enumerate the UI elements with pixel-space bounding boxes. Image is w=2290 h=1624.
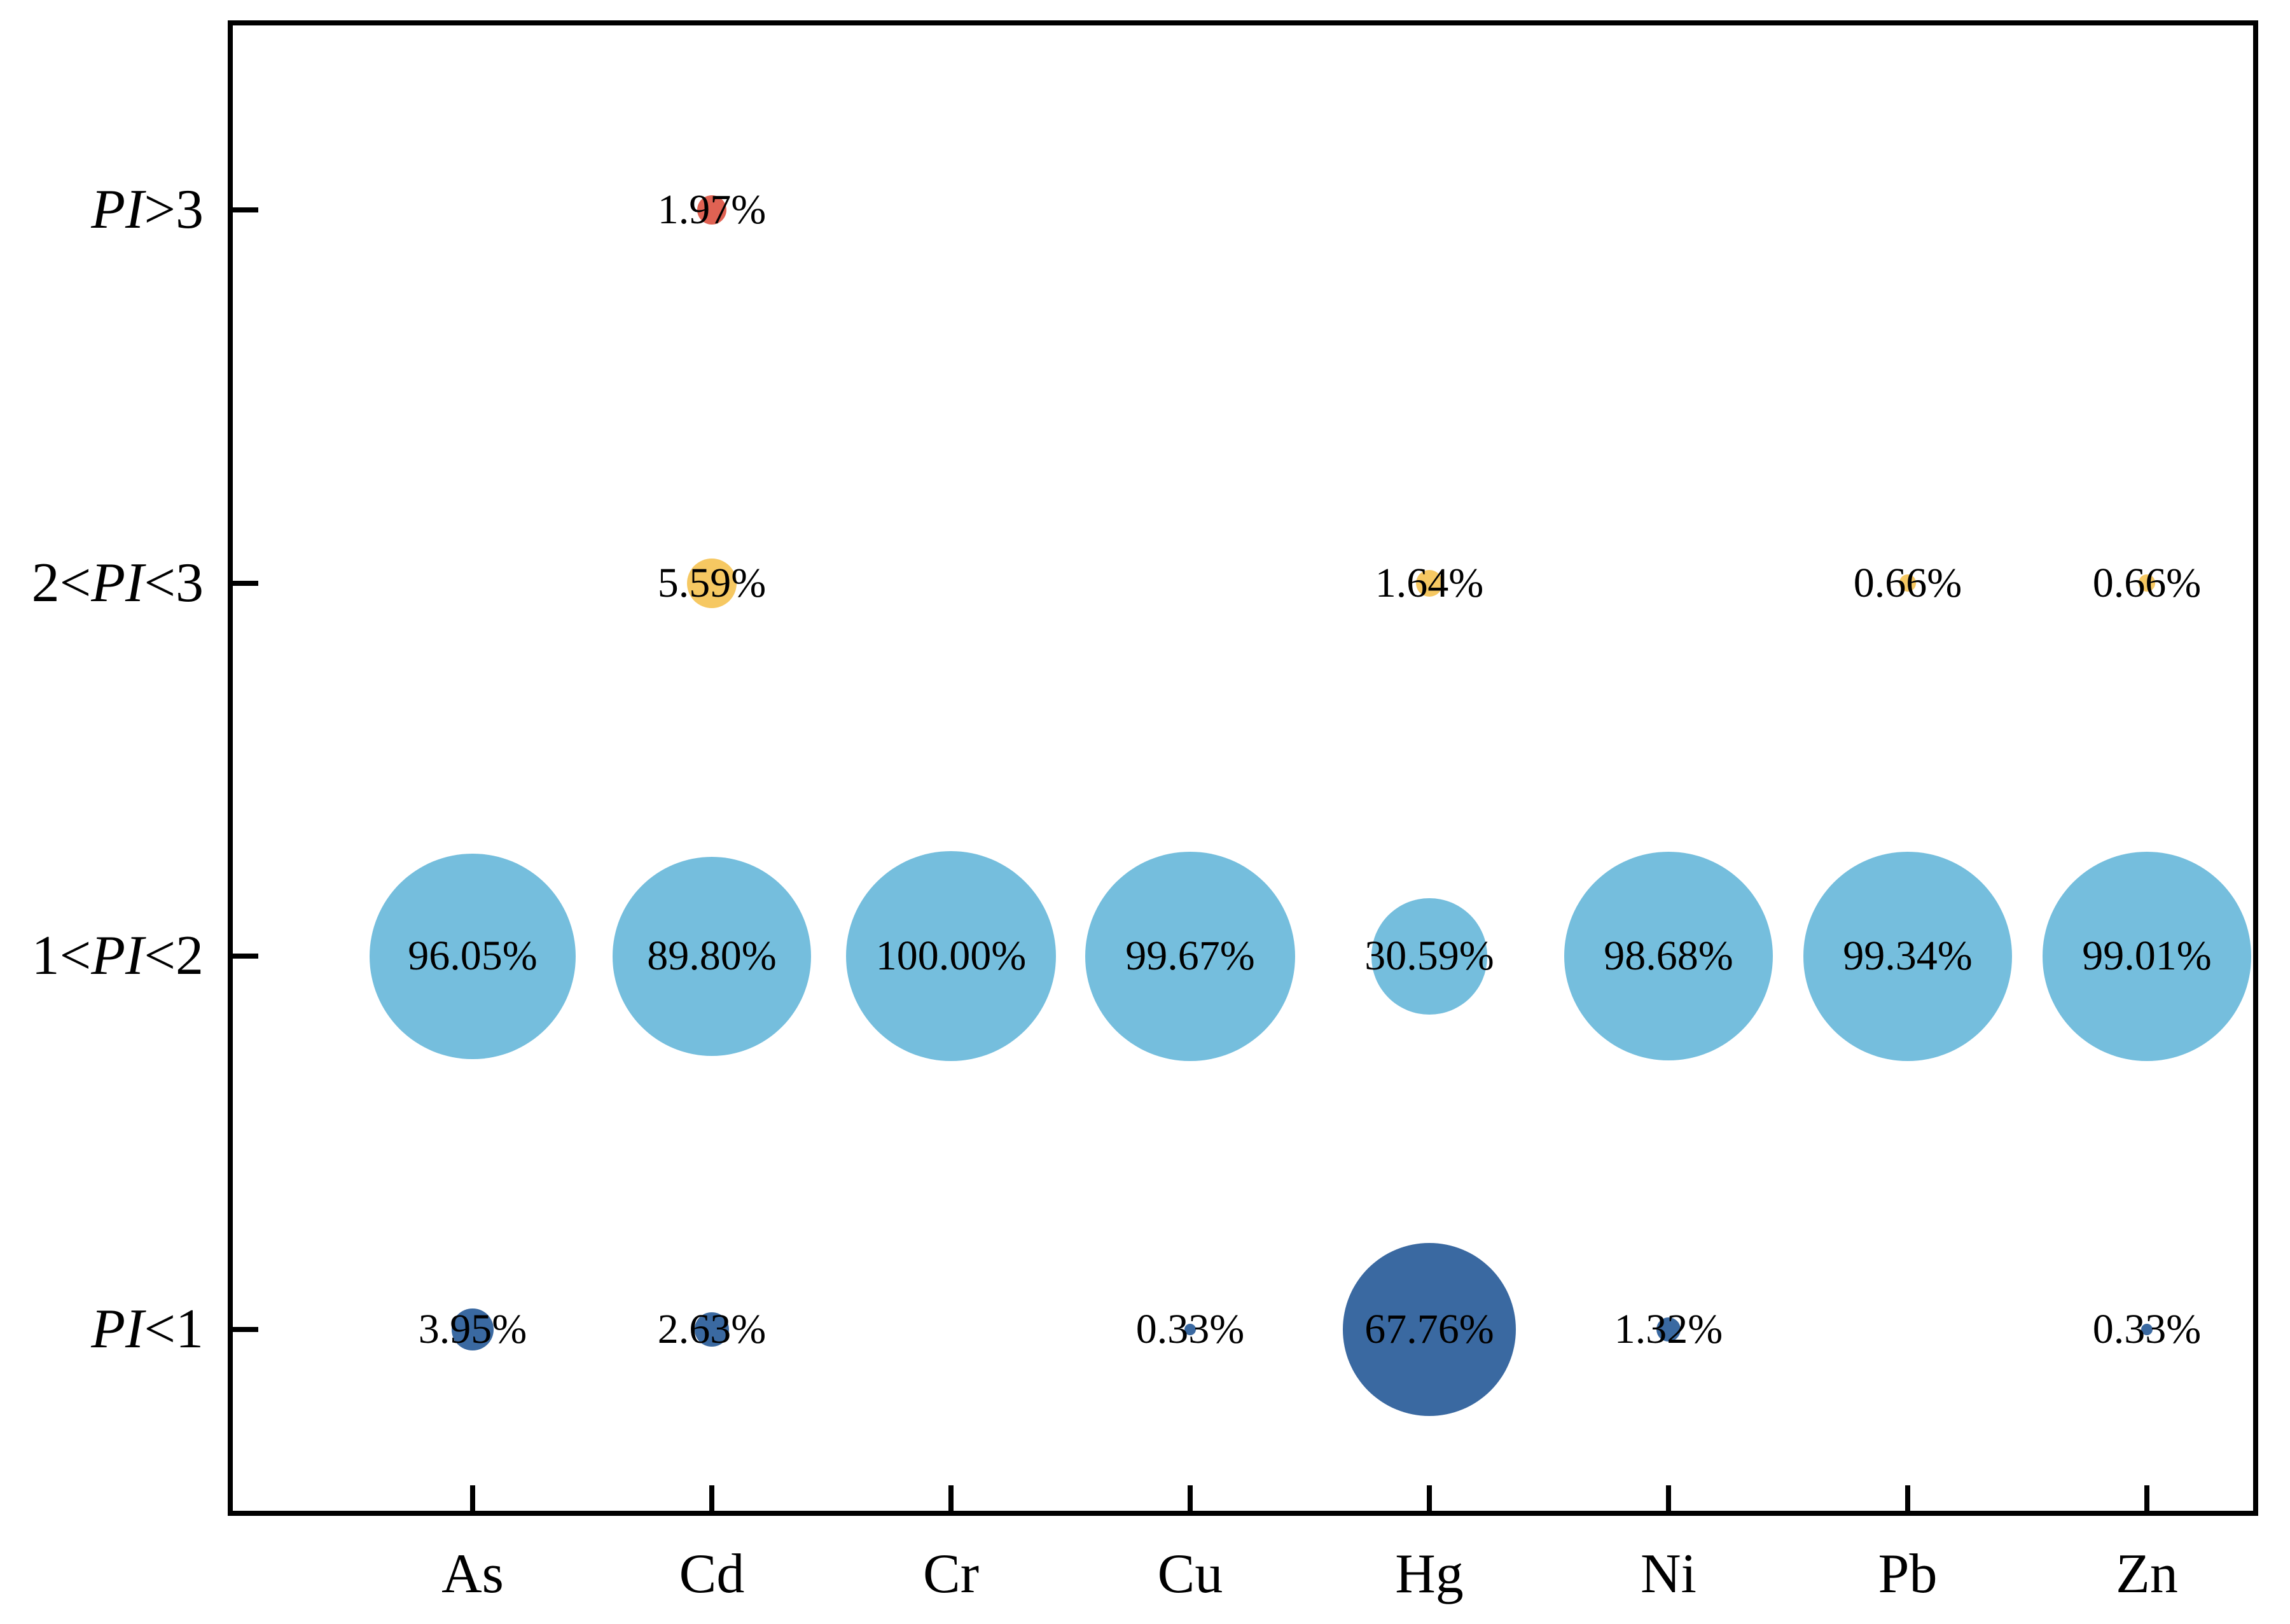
bubble-1pi2-zn	[2042, 852, 2252, 1061]
x-tick-cu	[1188, 1485, 1193, 1511]
x-tick-cr	[948, 1485, 954, 1511]
x-tick-cd	[709, 1485, 714, 1511]
x-tick-pb	[1905, 1485, 1910, 1511]
bubble-1pi2-ni	[1564, 852, 1773, 1061]
value-label-2pi3-cd: 5.59%	[657, 559, 767, 606]
bubble-pi1-cu	[1184, 1323, 1197, 1336]
bubble-pi3-cd	[697, 195, 727, 225]
value-label-1pi2-as: 96.05%	[408, 933, 538, 980]
bubble-1pi2-as	[370, 853, 576, 1060]
x-tick-as	[470, 1485, 475, 1511]
x-axis-label-as: As	[441, 1543, 504, 1605]
bubble-2pi3-pb	[1899, 574, 1917, 592]
x-axis-label-cd: Cd	[679, 1543, 745, 1605]
value-label-1pi2-zn: 99.01%	[2082, 933, 2212, 980]
bubble-pi1-zn	[2141, 1323, 2153, 1336]
y-tick-pi1	[233, 1327, 258, 1332]
value-label-1pi2-cr: 100.00%	[875, 933, 1027, 980]
value-label-pi1-as: 3.95%	[418, 1306, 527, 1352]
bubble-2pi3-hg	[1415, 569, 1443, 597]
bubble-1pi2-cu	[1085, 851, 1295, 1062]
value-label-2pi3-pb: 0.66%	[1853, 559, 1962, 606]
value-label-2pi3-hg: 1.64%	[1375, 559, 1484, 606]
bubble-2pi3-zn	[2138, 574, 2156, 592]
bubble-1pi2-cd	[612, 856, 812, 1056]
value-label-pi1-cd: 2.63%	[657, 1306, 767, 1352]
value-label-pi1-zn: 0.33%	[2092, 1306, 2202, 1352]
bubble-pi1-ni	[1656, 1317, 1681, 1342]
value-label-1pi2-ni: 98.68%	[1604, 933, 1733, 980]
value-label-pi1-cu: 0.33%	[1135, 1306, 1245, 1352]
bubble-pi1-cd	[695, 1312, 729, 1347]
plot-area-border	[228, 20, 2258, 1516]
value-label-pi3-cd: 1.97%	[657, 186, 767, 233]
value-label-1pi2-cu: 99.67%	[1125, 933, 1255, 980]
value-label-pi1-ni: 1.32%	[1614, 1306, 1723, 1352]
y-tick-1pi2	[233, 954, 258, 959]
bubble-pi1-hg	[1343, 1243, 1516, 1416]
y-axis-label-pi1: PI<1	[91, 1298, 204, 1360]
value-label-1pi2-cd: 89.80%	[647, 933, 777, 980]
x-axis-label-hg: Hg	[1395, 1543, 1464, 1605]
x-tick-zn	[2144, 1485, 2149, 1511]
x-tick-ni	[1666, 1485, 1671, 1511]
x-axis-label-cr: Cr	[923, 1543, 979, 1605]
bubble-1pi2-pb	[1803, 851, 2013, 1061]
y-axis-label-1pi2: 1<PI<2	[31, 925, 204, 987]
x-axis-label-ni: Ni	[1641, 1543, 1697, 1605]
y-axis-label-pi3: PI>3	[91, 178, 204, 240]
value-label-1pi2-hg: 30.59%	[1364, 933, 1494, 980]
x-tick-hg	[1427, 1485, 1432, 1511]
bubble-1pi2-hg	[1371, 898, 1488, 1015]
bubble-2pi3-cd	[686, 558, 737, 608]
x-axis-label-zn: Zn	[2116, 1543, 2178, 1605]
value-label-2pi3-zn: 0.66%	[2092, 559, 2202, 606]
y-axis-label-2pi3: 2<PI<3	[31, 552, 204, 614]
y-tick-pi3	[233, 207, 258, 212]
y-tick-2pi3	[233, 580, 258, 586]
x-axis-label-cu: Cu	[1157, 1543, 1223, 1605]
value-label-pi1-hg: 67.76%	[1364, 1306, 1494, 1352]
value-label-1pi2-pb: 99.34%	[1843, 933, 1973, 980]
x-axis-label-pb: Pb	[1878, 1543, 1938, 1605]
bubble-1pi2-cr	[846, 851, 1056, 1062]
bubble-pi1-as	[452, 1308, 494, 1350]
